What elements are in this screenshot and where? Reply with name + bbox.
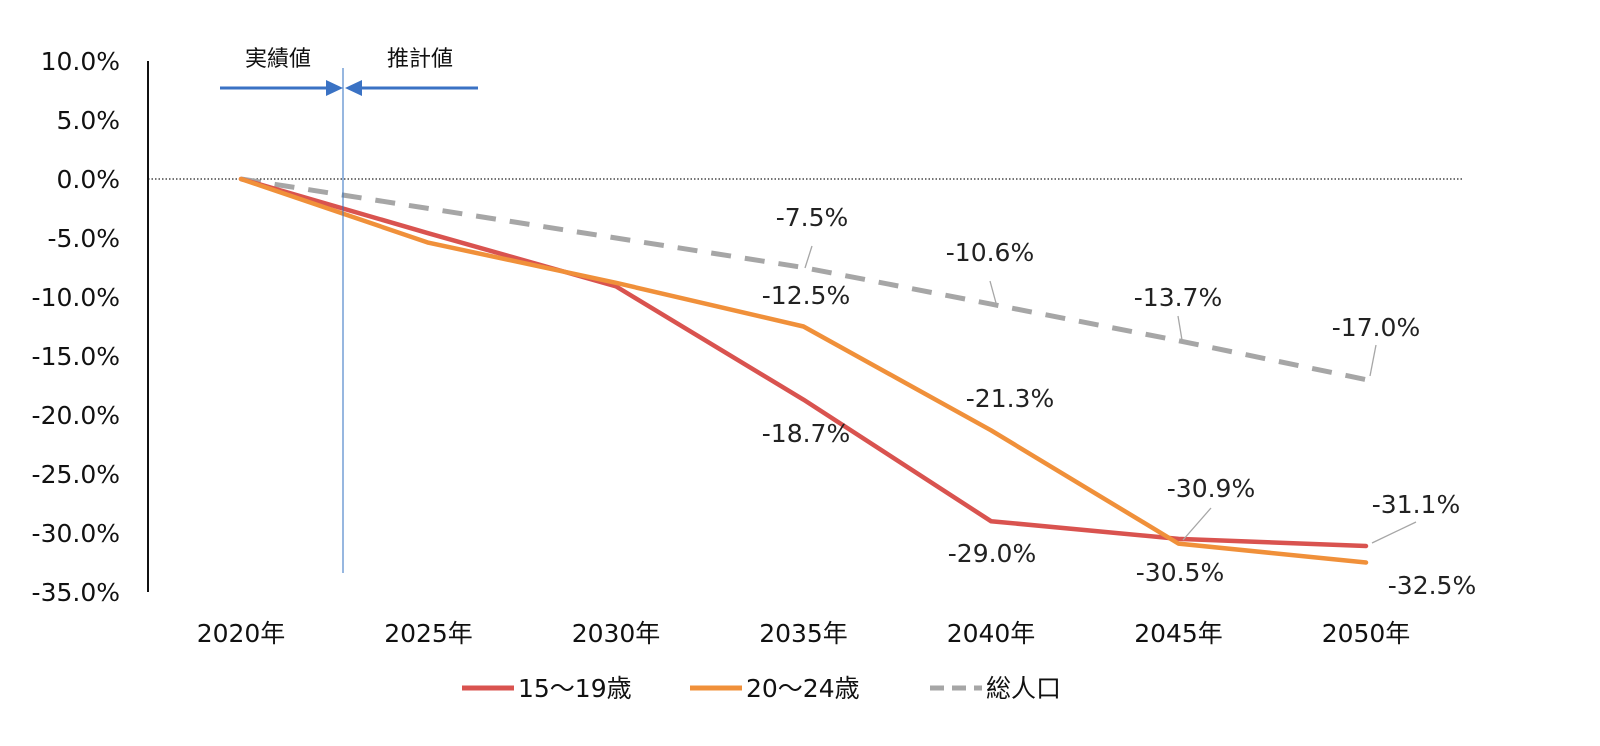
x-tick-label: 2030年 <box>572 619 661 648</box>
y-tick-label: -15.0% <box>32 342 120 371</box>
projected-arrow-head <box>345 80 362 96</box>
y-tick-label: 0.0% <box>56 165 120 194</box>
leader-line <box>1177 315 1183 341</box>
leader-line <box>989 280 997 304</box>
legend-label: 総人口 <box>986 674 1061 703</box>
legend: 15〜19歳 20〜24歳 総人口 <box>462 674 1061 703</box>
data-label: -13.7% <box>1134 283 1222 312</box>
axis-layer: 10.0% 5.0% 0.0% -5.0% -10.0% -15.0% -20.0% -25.… <box>32 47 1411 648</box>
data-label: -17.0% <box>1332 313 1420 342</box>
y-tick-label: -30.0% <box>32 519 120 548</box>
x-tick-label: 2050年 <box>1322 619 1411 648</box>
y-tick-label: -10.0% <box>32 283 120 312</box>
legend-label: 15〜19歳 <box>518 674 632 703</box>
leader-line <box>804 245 813 269</box>
x-tick-label: 2035年 <box>759 619 848 648</box>
actual-label: 実績値 <box>245 47 311 72</box>
data-label: -29.0% <box>948 539 1036 568</box>
data-label: -30.9% <box>1167 474 1255 503</box>
x-tick-label: 2040年 <box>947 619 1036 648</box>
data-label: -32.5% <box>1388 571 1476 600</box>
y-tick-label: -5.0% <box>47 224 120 253</box>
projected-label: 推計値 <box>387 47 453 72</box>
data-label: -31.1% <box>1372 490 1460 519</box>
leader-line <box>1182 507 1212 541</box>
legend-label: 20〜24歳 <box>746 674 860 703</box>
leader-line <box>1369 344 1377 377</box>
x-tick-label: 2045年 <box>1134 619 1223 648</box>
series-line <box>240 176 1367 383</box>
leader-line <box>1371 521 1417 544</box>
data-label: -18.7% <box>762 419 850 448</box>
series-layer <box>238 176 1369 565</box>
data-label: -7.5% <box>776 203 849 232</box>
annotation-layer: 実績値 推計値 <box>220 47 478 573</box>
x-tick-label: 2025年 <box>384 619 473 648</box>
y-tick-label: -20.0% <box>32 401 120 430</box>
data-label: -30.5% <box>1136 558 1224 587</box>
y-tick-label: 10.0% <box>41 47 120 76</box>
x-tick-label: 2020年 <box>197 619 286 648</box>
actual-arrow-head <box>326 80 343 96</box>
series-line <box>238 176 1369 565</box>
data-label: -10.6% <box>946 238 1034 267</box>
series-line <box>238 176 1369 549</box>
y-tick-label: 5.0% <box>56 106 120 135</box>
data-label: -21.3% <box>966 384 1054 413</box>
label-layer: -18.7% -29.0% -30.5% -31.1% -12.5% -21.3% -30.… <box>762 203 1476 600</box>
data-label: -12.5% <box>762 281 850 310</box>
y-tick-label: -25.0% <box>32 460 120 489</box>
y-tick-label: -35.0% <box>32 578 120 607</box>
